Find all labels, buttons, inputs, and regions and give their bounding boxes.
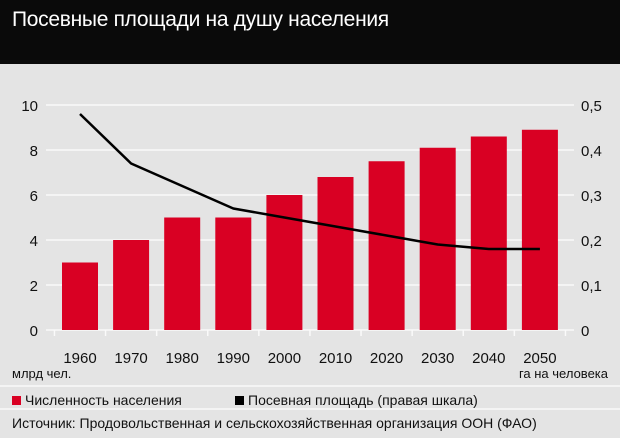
legend-swatch-red [12,395,21,405]
source-note: Источник: Продовольственная и сельскохоз… [12,415,537,431]
x-tick-label: 2050 [523,350,556,364]
y-tick-label: 4 [30,233,38,250]
bar [62,262,98,330]
y2-tick-label: 0 [581,323,589,340]
bar [317,177,354,330]
divider [0,385,620,387]
y-tick-label: 2 [30,278,38,295]
y-tick-label: 6 [30,188,38,205]
legend-item-population: Численность населения [12,392,182,408]
legend-item-area: Посевная площадь (правая шкала) [235,392,478,408]
x-tick-label: 2030 [421,350,454,364]
bar [470,136,507,330]
chart: 0 0 2 0,1 4 0,2 6 0,3 8 0,4 10 0,5 1960 1970 1980 1990 2… [21,98,602,364]
right-axis-unit: га на человека [518,366,608,381]
y2-tick-label: 0,5 [581,98,602,115]
bar [215,217,252,330]
line-series [79,113,540,251]
y-tick-label: 0 [30,323,38,340]
x-tick-label: 1970 [114,350,147,364]
x-tick-label: 2020 [370,350,403,364]
legend-label: Посевная площадь (правая шкала) [248,392,478,408]
x-tick-label: 1990 [217,350,250,364]
y2-tick-label: 0,3 [581,188,602,205]
divider [0,408,620,410]
y2-tick-label: 0,4 [581,143,602,160]
bar [164,217,201,330]
x-tick-label: 2000 [268,350,301,364]
y-tick-label: 8 [30,143,38,160]
bar [113,240,150,330]
y2-tick-label: 0,2 [581,233,602,250]
x-tick-label: 2040 [472,350,505,364]
chart-title: Посевные площади на душу населения [12,8,389,31]
legend-swatch-black [235,395,244,405]
x-tick-label: 1980 [166,350,199,364]
y-tick-label: 10 [21,98,38,115]
x-tick-label: 2010 [319,350,352,364]
title-bar: Посевные площади на душу населения [0,0,620,64]
bar [419,147,456,330]
y2-tick-label: 0,1 [581,278,602,295]
bar [368,161,405,330]
x-tick-label: 1960 [63,350,96,364]
bar [521,129,558,330]
left-axis-unit: млрд чел. [12,366,72,381]
legend-label: Численность населения [25,392,182,408]
